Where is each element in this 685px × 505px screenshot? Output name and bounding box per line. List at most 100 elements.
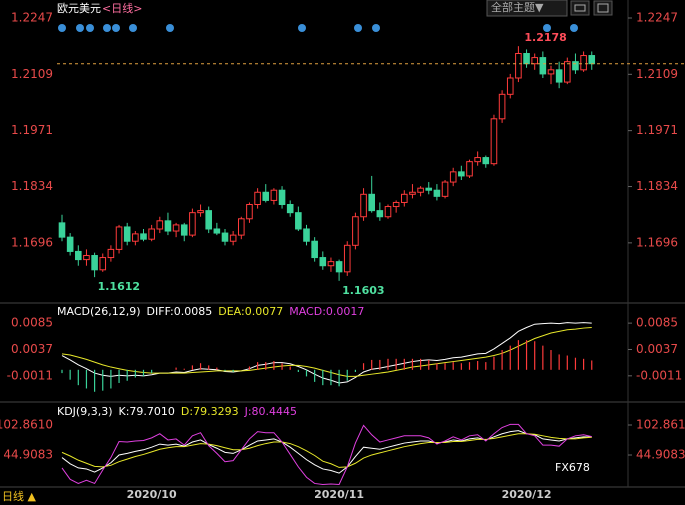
candle-body bbox=[83, 255, 90, 261]
candle-body bbox=[376, 210, 384, 218]
candle-body bbox=[164, 220, 172, 232]
event-marker[interactable] bbox=[129, 24, 137, 32]
indicator-line bbox=[61, 322, 592, 384]
y-tick-label-right: 1.2247 bbox=[636, 11, 678, 25]
candle-body bbox=[75, 250, 82, 261]
candle-body bbox=[91, 255, 98, 271]
candle-body bbox=[58, 222, 66, 238]
low-label: 1.1603 bbox=[342, 284, 384, 297]
candle-body bbox=[352, 216, 359, 246]
event-marker[interactable] bbox=[103, 24, 111, 32]
y-tick-label-right: 1.1971 bbox=[636, 123, 678, 137]
x-tick-label: 2020/10 bbox=[127, 488, 177, 501]
candle-body bbox=[107, 248, 115, 259]
candle-body bbox=[564, 61, 571, 83]
event-marker[interactable] bbox=[298, 24, 306, 32]
event-marker[interactable] bbox=[86, 24, 94, 32]
candle-body bbox=[531, 57, 539, 65]
event-marker[interactable] bbox=[76, 24, 84, 32]
candle-body bbox=[99, 257, 107, 271]
candle-body bbox=[303, 228, 310, 242]
candle-body bbox=[205, 210, 212, 230]
candle-body bbox=[278, 189, 286, 206]
candle-body bbox=[515, 53, 522, 79]
y-tick-label: 1.1696 bbox=[11, 235, 53, 249]
y-tick-label: 0.0085 bbox=[11, 316, 53, 330]
theme-button-box[interactable] bbox=[486, 0, 568, 17]
event-marker[interactable] bbox=[570, 24, 578, 32]
candle-body bbox=[580, 55, 587, 71]
event-marker[interactable] bbox=[166, 24, 174, 32]
candle-body bbox=[547, 69, 555, 75]
y-tick-label-right: 44.9083 bbox=[636, 448, 685, 462]
candle-body bbox=[189, 212, 196, 236]
y-tick-label-right: 1.1696 bbox=[636, 235, 678, 249]
candle-body bbox=[140, 233, 147, 240]
candle-body bbox=[368, 193, 375, 212]
indicator-line bbox=[61, 327, 592, 377]
y-tick-label: 1.1834 bbox=[11, 179, 53, 193]
indicator-line bbox=[61, 423, 592, 486]
period-label[interactable]: <日线> bbox=[102, 1, 142, 15]
candle-body bbox=[466, 161, 473, 177]
y-tick-label-right: 102.8610 bbox=[636, 418, 685, 432]
candle-body bbox=[482, 157, 490, 165]
indicator-title: MACD(26,12,9) bbox=[57, 305, 141, 318]
candle-body bbox=[449, 171, 457, 183]
candle-body bbox=[319, 257, 327, 267]
event-marker[interactable] bbox=[372, 24, 380, 32]
y-tick-label: 44.9083 bbox=[3, 448, 53, 462]
x-tick-label: 2020/12 bbox=[502, 488, 552, 501]
y-tick-label: -0.0011 bbox=[7, 368, 53, 382]
candle-body bbox=[213, 228, 221, 234]
legend-entry: D:79.3293 bbox=[181, 405, 239, 418]
candle-body bbox=[238, 218, 245, 236]
candle-body bbox=[123, 226, 131, 242]
chart-title: 欧元美元 bbox=[57, 2, 101, 15]
candle-body bbox=[295, 212, 302, 230]
icon-button[interactable] bbox=[593, 0, 613, 16]
legend-entry: DEA:0.0077 bbox=[218, 305, 283, 318]
period-switch[interactable]: 日线 ▲ bbox=[2, 489, 36, 503]
candle-body bbox=[409, 191, 416, 195]
candle-body bbox=[343, 244, 351, 273]
event-marker[interactable] bbox=[354, 24, 362, 32]
candle-body bbox=[172, 224, 180, 232]
high-label: 1.2178 bbox=[524, 31, 566, 44]
candle-body bbox=[401, 193, 408, 203]
candle-body bbox=[66, 236, 74, 252]
y-tick-label-right: 1.1834 bbox=[636, 179, 678, 193]
candle-body bbox=[197, 210, 204, 214]
candle-body bbox=[262, 191, 270, 201]
event-marker[interactable] bbox=[112, 24, 120, 32]
candle-body bbox=[254, 191, 261, 206]
event-markers bbox=[58, 24, 578, 32]
candle-body bbox=[286, 204, 294, 214]
candle-body bbox=[474, 157, 481, 163]
legend-entry: J:80.4445 bbox=[244, 405, 297, 418]
theme-button[interactable]: 全部主题▼ bbox=[491, 0, 544, 14]
icon-button[interactable] bbox=[570, 0, 590, 16]
watermark: FX678 bbox=[555, 461, 590, 474]
y-tick-label: 1.2109 bbox=[11, 67, 53, 81]
candle-body bbox=[588, 55, 596, 65]
candle-body bbox=[360, 193, 367, 218]
candle-body bbox=[115, 226, 123, 250]
candle-body bbox=[441, 181, 449, 197]
candle-body bbox=[458, 171, 465, 177]
indicator-title: KDJ(9,3,3) bbox=[57, 405, 113, 418]
icon bbox=[597, 3, 609, 13]
low-label: 1.1612 bbox=[98, 280, 140, 293]
indicator-line bbox=[61, 430, 592, 474]
candle-body bbox=[555, 69, 563, 83]
x-tick-label: 2020/11 bbox=[314, 488, 364, 501]
y-tick-label-right: 1.2109 bbox=[636, 67, 678, 81]
candle-body bbox=[335, 261, 343, 273]
event-marker[interactable] bbox=[58, 24, 66, 32]
legend-entry: K:79.7010 bbox=[119, 405, 175, 418]
event-marker[interactable] bbox=[543, 24, 551, 32]
candle-body bbox=[221, 232, 229, 242]
candle-body bbox=[433, 189, 441, 197]
y-tick-label: 102.8610 bbox=[0, 418, 53, 432]
